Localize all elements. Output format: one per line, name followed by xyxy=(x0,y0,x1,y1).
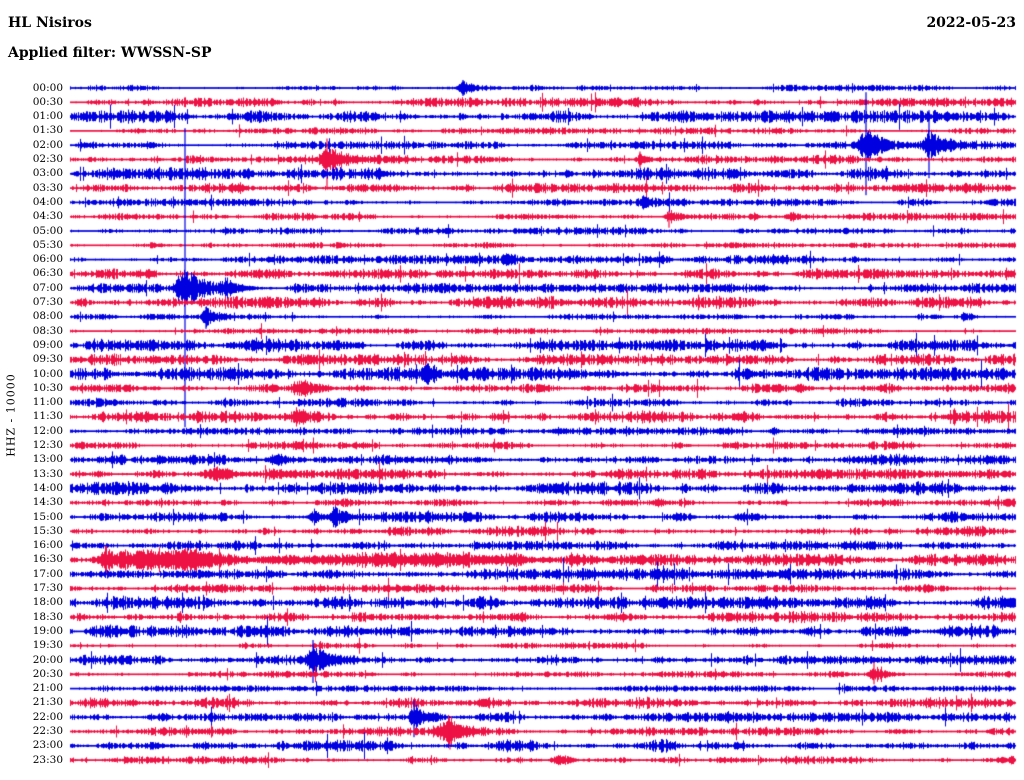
time-label: 11:30 xyxy=(32,410,63,423)
time-label: 00:00 xyxy=(32,81,63,94)
time-label: 08:00 xyxy=(32,310,63,323)
time-label: 16:00 xyxy=(32,539,63,552)
filter-label: Applied filter: WWSSN-SP xyxy=(8,45,212,61)
time-label: 11:00 xyxy=(32,396,63,409)
time-label: 12:30 xyxy=(32,439,63,451)
time-label: 22:00 xyxy=(32,710,63,723)
time-label: 00:30 xyxy=(32,95,63,108)
time-label: 14:30 xyxy=(32,496,63,509)
time-label: 09:30 xyxy=(32,353,63,366)
time-label: 15:00 xyxy=(32,510,63,523)
time-label: 09:00 xyxy=(32,338,63,351)
time-label: 10:00 xyxy=(32,367,63,380)
time-label: 19:30 xyxy=(32,639,63,652)
time-label: 07:00 xyxy=(32,281,63,294)
time-label: 16:30 xyxy=(32,553,63,566)
time-label: 08:30 xyxy=(32,324,63,337)
time-label: 07:30 xyxy=(32,296,63,308)
time-label: 20:00 xyxy=(32,653,63,666)
time-label: 04:00 xyxy=(32,195,63,208)
station-title: HL Nisiros xyxy=(8,15,92,31)
time-label: 18:30 xyxy=(32,610,63,623)
time-label: 18:00 xyxy=(32,596,63,609)
time-label: 13:30 xyxy=(32,467,63,480)
time-label: 10:30 xyxy=(32,381,63,394)
time-label: 02:30 xyxy=(32,153,63,165)
time-label: 20:30 xyxy=(32,667,63,680)
time-label: 06:30 xyxy=(32,267,63,280)
time-label: 04:30 xyxy=(32,210,63,223)
time-label: 05:00 xyxy=(32,224,63,237)
time-label: 15:30 xyxy=(32,524,63,537)
time-label: 17:30 xyxy=(32,582,63,594)
time-label: 17:00 xyxy=(32,567,63,580)
time-label: 06:00 xyxy=(32,253,63,266)
time-axis-labels: 00:00 00:30 01:00 01:30 02:00 02:30 03:00 03:30… xyxy=(0,0,63,780)
time-label: 02:00 xyxy=(32,138,63,151)
record-date: 2022-05-23 xyxy=(926,15,1016,31)
time-label: 05:30 xyxy=(32,238,63,251)
time-label: 23:30 xyxy=(32,753,63,766)
time-label: 21:30 xyxy=(32,696,63,709)
time-label: 23:00 xyxy=(32,739,63,752)
time-label: 03:30 xyxy=(32,181,63,194)
time-label: 22:30 xyxy=(32,725,63,737)
time-label: 01:30 xyxy=(32,124,63,137)
time-label: 13:00 xyxy=(32,453,63,466)
time-label: 21:00 xyxy=(32,682,63,695)
time-label: 14:00 xyxy=(32,481,63,494)
time-label: 12:00 xyxy=(32,424,63,437)
time-label: 01:00 xyxy=(32,110,63,123)
time-label: 19:00 xyxy=(32,624,63,637)
time-label: 03:00 xyxy=(32,167,63,180)
